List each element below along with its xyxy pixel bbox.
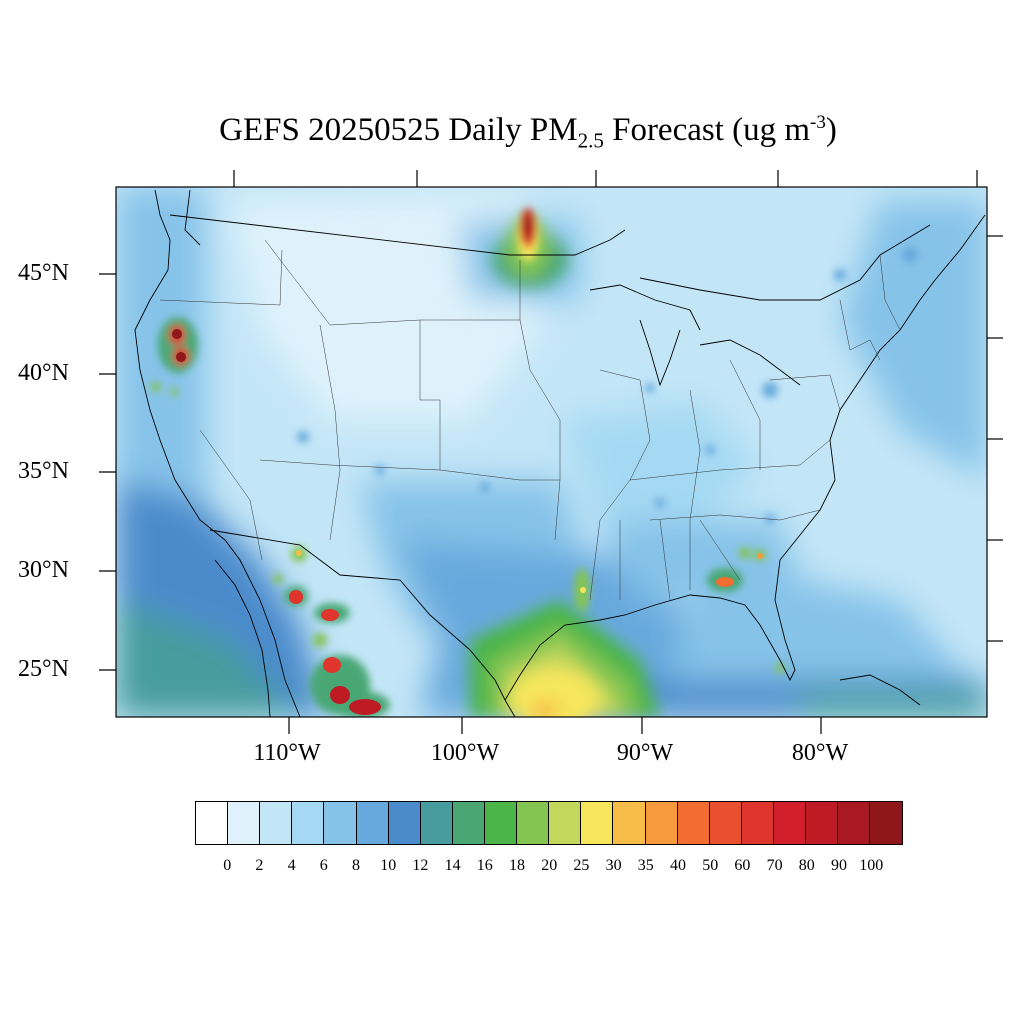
state-boundaries [159,239,901,601]
colorbar-box [773,802,807,844]
tick-marks [99,170,1003,734]
baja-coast [214,559,271,717]
colorbar-label: 18 [509,857,525,874]
lat-label-35: 35°N [18,458,69,484]
colorbar-label: 12 [412,857,429,874]
colorbar-box [806,802,839,844]
colorbar [195,801,904,845]
lake-michigan [639,319,681,387]
colorbar-label: 25 [573,857,590,874]
colorbar-box [324,802,357,844]
colorbar-box [741,802,774,844]
colorbar-box [452,802,485,844]
lat-label-40: 40°N [18,360,69,386]
cuba-coast [839,674,921,706]
title-subscript: 2.5 [577,128,604,153]
colorbar-label: 14 [444,857,461,874]
concentration-field [116,187,987,717]
colorbar-box [677,802,710,844]
great-lakes-east [699,339,801,386]
puget-sound [184,189,201,246]
colorbar-label: 80 [798,857,815,874]
colorbar-label: 60 [734,857,751,874]
colorbar-box [484,802,518,844]
lat-label-45: 45°N [18,260,69,286]
colorbar-box [356,802,389,844]
title-middle: Forecast (ug m [603,112,811,148]
colorbar-box [292,802,325,844]
colorbar-label: 8 [352,857,360,874]
colorbar-label: 30 [605,857,622,874]
lon-label-80w: 80°W [791,740,849,766]
colorbar-label: 70 [766,857,783,874]
colorbar-label: 6 [319,857,328,874]
map-boundaries [134,189,986,717]
colorbar-label: 20 [541,857,558,874]
colorbar-box [549,802,582,844]
colorbar-label: 90 [831,857,847,874]
colorbar-label: 4 [287,857,296,874]
lat-label-30: 30°N [18,557,69,583]
map-frame [115,186,988,718]
colorbar-box [517,802,550,844]
colorbar-label: 50 [702,857,719,874]
us-canada-border-east [639,224,931,301]
colorbar-label: 0 [223,857,232,874]
map-title: GEFS 20250525 Daily PM2.5 Forecast (ug m… [28,112,1024,154]
title-prefix: GEFS 20250525 Daily PM [219,112,578,148]
gulf-atlantic-coast [504,214,986,701]
title-superscript: -3 [810,112,826,133]
colorbar-label: 100 [859,857,884,874]
colorbar-label: 35 [637,857,654,874]
title-suffix: ) [825,112,837,148]
us-canada-border-west [169,214,626,256]
west-coast [134,189,301,717]
colorbar-label: 16 [476,857,493,874]
colorbar-label: 2 [255,857,264,874]
colorbar-box [613,802,646,844]
colorbar-box [645,802,678,844]
colorbar-box [838,802,871,844]
colorbar-label: 10 [380,857,397,874]
lon-label-100w: 100°W [430,740,500,766]
lake-superior [589,284,701,331]
colorbar-label: 40 [670,857,686,874]
us-mexico-border [209,529,516,717]
colorbar-box [388,802,421,844]
colorbar-box [196,802,229,844]
colorbar-box [870,802,903,844]
lat-label-25: 25°N [18,656,69,682]
colorbar-box [581,802,614,844]
lon-label-110w: 110°W [253,740,321,766]
colorbar-box [228,802,261,844]
colorbar-box [260,802,293,844]
lon-label-90w: 90°W [616,740,674,766]
colorbar-box [420,802,453,844]
colorbar-box [709,802,742,844]
